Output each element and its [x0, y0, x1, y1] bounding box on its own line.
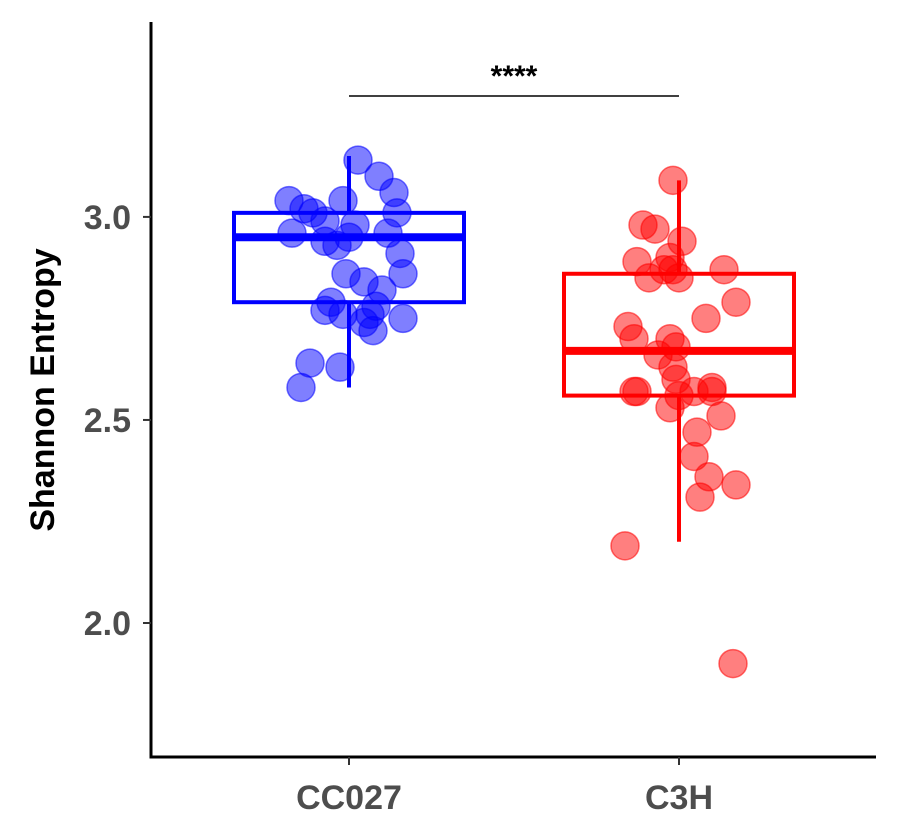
data-point [388, 303, 418, 334]
data-point [706, 401, 736, 431]
data-point [358, 315, 388, 346]
x-tick-label-c3h: C3H [645, 779, 713, 817]
data-point [286, 372, 316, 403]
points-cc027 [274, 145, 418, 403]
y-tick-label: 3.0 [84, 199, 131, 237]
y-tick-label: 2.0 [84, 605, 131, 643]
point-layer [274, 145, 751, 679]
data-point [721, 287, 751, 317]
y-tick-label: 2.5 [84, 402, 131, 440]
data-point [709, 254, 739, 285]
data-point [343, 145, 373, 175]
data-point [664, 263, 694, 293]
data-point [388, 259, 418, 289]
x-tick-label-cc027: CC027 [296, 779, 402, 817]
data-point [679, 441, 709, 472]
data-point [619, 323, 649, 354]
data-point [634, 263, 664, 293]
significance-label: **** [491, 60, 538, 93]
data-point [658, 165, 688, 196]
data-point [334, 222, 364, 252]
y-axis-title: Shannon Entropy [24, 248, 62, 531]
data-point [277, 218, 307, 248]
data-point [721, 470, 751, 500]
data-point [622, 376, 652, 407]
data-point [655, 393, 685, 423]
data-point [685, 482, 715, 512]
data-point [610, 531, 640, 561]
x-ticks: CC027 C3H [296, 757, 713, 817]
data-point [682, 417, 712, 447]
data-point [328, 185, 358, 216]
data-point [718, 648, 748, 679]
data-point [325, 352, 355, 382]
points-c3h [610, 165, 751, 679]
y-ticks: 2.0 2.5 3.0 [84, 199, 151, 643]
data-point [691, 303, 721, 334]
data-point [640, 214, 670, 244]
